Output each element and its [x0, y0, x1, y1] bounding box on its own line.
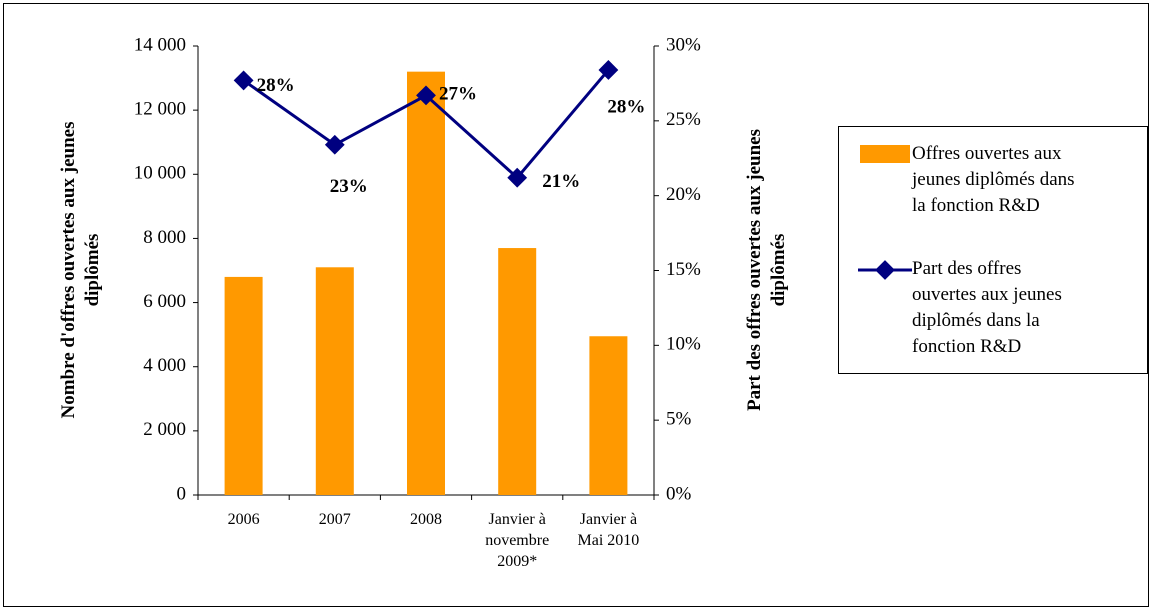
y2-tick-label: 25%: [666, 109, 701, 130]
y2-tick-label: 0%: [666, 483, 692, 504]
bar: [315, 267, 354, 495]
y2-tick-label: 20%: [666, 184, 701, 205]
y2-tick-label: 5%: [666, 409, 692, 430]
legend-label: Part des offres ouvertes aux jeunes diplôm…: [912, 258, 1062, 357]
bar: [224, 276, 263, 495]
legend-label: Offres ouvertes aux jeunes diplômés dans l…: [911, 143, 1075, 216]
y-tick-label: 2 000: [143, 419, 186, 440]
y2-axis-title: Part des offres ouvertes aux jeunes diplô…: [744, 129, 789, 411]
y2-tick-label: 10%: [666, 334, 701, 355]
y2-tick-label: 15%: [666, 259, 701, 280]
y2-tick-label: 30%: [666, 34, 701, 55]
y-tick-label: 6 000: [143, 291, 186, 312]
marker: [324, 134, 345, 155]
marker: [233, 70, 254, 91]
data-label: 21%: [542, 171, 580, 192]
y-tick-label: 12 000: [134, 99, 186, 120]
legend-swatch: [860, 145, 910, 163]
x-tick-label: Janvier à novembre 2009*: [485, 511, 549, 570]
bar: [407, 71, 445, 496]
data-label: 27%: [439, 84, 477, 105]
x-tick-label: 2006: [228, 511, 260, 528]
y-tick-label: 10 000: [134, 163, 186, 184]
legend-box: [838, 126, 1148, 374]
y-tick-label: 8 000: [143, 227, 186, 248]
data-label: 23%: [330, 176, 368, 197]
marker: [416, 85, 436, 106]
bar: [589, 336, 628, 495]
x-tick-label: 2008: [410, 511, 442, 528]
y-tick-label: 14 000: [134, 34, 186, 55]
y-axis-title: Nombre d'offres ouvertes aux jeunes diplô…: [58, 122, 103, 419]
x-tick-label: Janvier à Mai 2010: [578, 511, 640, 549]
data-label: 28%: [257, 75, 295, 96]
y-tick-label: 4 000: [143, 355, 186, 376]
x-tick-label: 2007: [319, 511, 351, 528]
y-tick-label: 0: [177, 483, 187, 504]
data-label: 28%: [607, 96, 645, 117]
bar: [498, 248, 537, 495]
legend-marker: [875, 260, 895, 280]
